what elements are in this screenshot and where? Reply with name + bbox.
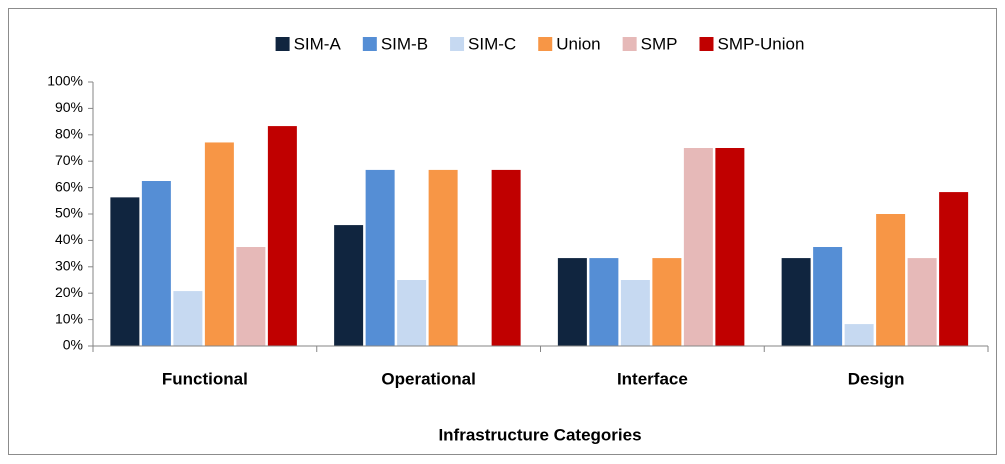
bar xyxy=(813,247,843,346)
bar xyxy=(334,225,364,346)
x-tick-label: Functional xyxy=(162,369,248,388)
y-tick-label: 60% xyxy=(55,178,83,194)
bar xyxy=(683,148,713,346)
bar xyxy=(939,192,969,346)
bar xyxy=(620,280,650,346)
x-tick-label: Operational xyxy=(381,369,475,388)
y-tick-label: 50% xyxy=(55,205,83,221)
legend-swatch xyxy=(275,37,290,51)
y-tick-label: 30% xyxy=(55,258,83,274)
y-tick-label: 0% xyxy=(63,337,83,353)
bar xyxy=(428,169,458,346)
bar xyxy=(397,280,427,346)
bar xyxy=(173,291,203,346)
bar xyxy=(652,258,682,346)
legend-swatch xyxy=(450,37,465,51)
bar xyxy=(781,258,811,346)
bar xyxy=(557,258,587,346)
bar xyxy=(365,169,395,346)
bar xyxy=(204,142,234,346)
x-tick-label: Interface xyxy=(617,369,688,388)
bar xyxy=(844,324,874,346)
x-axis-title: Infrastructure Categories xyxy=(438,425,641,444)
y-tick-label: 20% xyxy=(55,284,83,300)
y-tick-label: 70% xyxy=(55,152,83,168)
bar xyxy=(267,126,297,346)
legend-label: SIM-A xyxy=(294,34,342,53)
y-tick-label: 90% xyxy=(55,99,83,115)
legend-label: SMP-Union xyxy=(717,34,804,53)
bar xyxy=(876,214,906,346)
y-tick-label: 100% xyxy=(47,73,83,89)
bar xyxy=(491,169,521,346)
legend-label: Union xyxy=(556,34,600,53)
legend-label: SIM-B xyxy=(381,34,428,53)
legend-swatch xyxy=(538,37,553,51)
bar xyxy=(110,197,140,346)
x-tick-label: Design xyxy=(848,369,905,388)
bar xyxy=(589,258,619,346)
legend-swatch xyxy=(622,37,637,51)
bar xyxy=(907,258,937,346)
legend-label: SIM-C xyxy=(468,34,516,53)
legend-label: SMP xyxy=(641,34,678,53)
y-tick-label: 10% xyxy=(55,310,83,326)
bar xyxy=(141,181,171,346)
y-tick-label: 40% xyxy=(55,231,83,247)
y-tick-label: 80% xyxy=(55,126,83,142)
bar xyxy=(236,247,266,346)
legend-swatch xyxy=(699,37,714,51)
legend-swatch xyxy=(362,37,377,51)
bar xyxy=(715,148,745,346)
